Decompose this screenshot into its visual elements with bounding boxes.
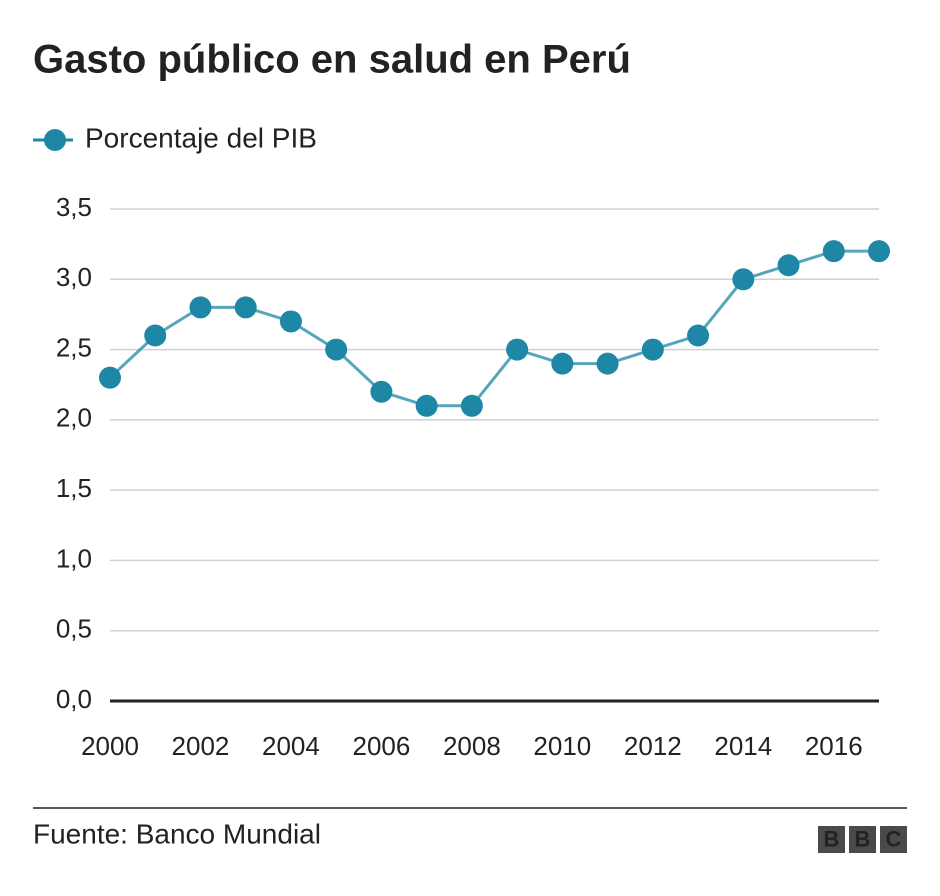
data-point: [460, 394, 483, 417]
logo-letter: B: [824, 826, 840, 851]
legend-marker: [44, 129, 66, 151]
data-point: [370, 380, 393, 403]
x-tick-label: 2016: [805, 731, 863, 761]
source: Fuente: Banco Mundial: [33, 818, 321, 849]
y-tick-label: 1,0: [56, 543, 92, 573]
logo-block: [849, 826, 876, 853]
y-tick-label: 2,5: [56, 332, 92, 362]
x-tick-label: 2010: [533, 731, 591, 761]
x-tick-label: 2000: [81, 731, 139, 761]
data-point: [596, 352, 619, 375]
data-point: [551, 352, 574, 375]
logo-letter: C: [886, 826, 902, 851]
data-point: [732, 268, 755, 291]
y-tick-label: 0,0: [56, 684, 92, 714]
data-point: [234, 296, 257, 319]
logo-block: [818, 826, 845, 853]
x-tick-label: 2006: [352, 731, 410, 761]
logo-letter: B: [855, 826, 871, 851]
x-tick-label: 2004: [262, 731, 320, 761]
data-point: [325, 338, 348, 361]
data-point: [868, 240, 890, 263]
chart-title: Gasto público en salud en Perú: [33, 38, 631, 82]
data-point: [144, 324, 167, 347]
y-tick-label: 1,5: [56, 473, 92, 503]
y-tick-label: 2,0: [56, 403, 92, 433]
y-tick-label: 0,5: [56, 614, 92, 644]
data-point: [415, 394, 438, 417]
data-point: [279, 310, 302, 333]
data-point: [189, 296, 212, 319]
x-tick-label: 2008: [443, 731, 501, 761]
data-point: [506, 338, 529, 361]
y-tick-label: 3,5: [56, 192, 92, 222]
legend-label: Porcentaje del PIB: [85, 122, 317, 153]
data-point: [777, 254, 800, 277]
x-tick-label: 2012: [624, 731, 682, 761]
data-point: [99, 366, 121, 389]
data-point: [641, 338, 664, 361]
data-point: [822, 240, 845, 263]
logo-block: [880, 826, 907, 853]
x-tick-label: 2002: [172, 731, 230, 761]
x-tick-label: 2014: [714, 731, 772, 761]
data-point: [687, 324, 710, 347]
y-tick-label: 3,0: [56, 262, 92, 292]
